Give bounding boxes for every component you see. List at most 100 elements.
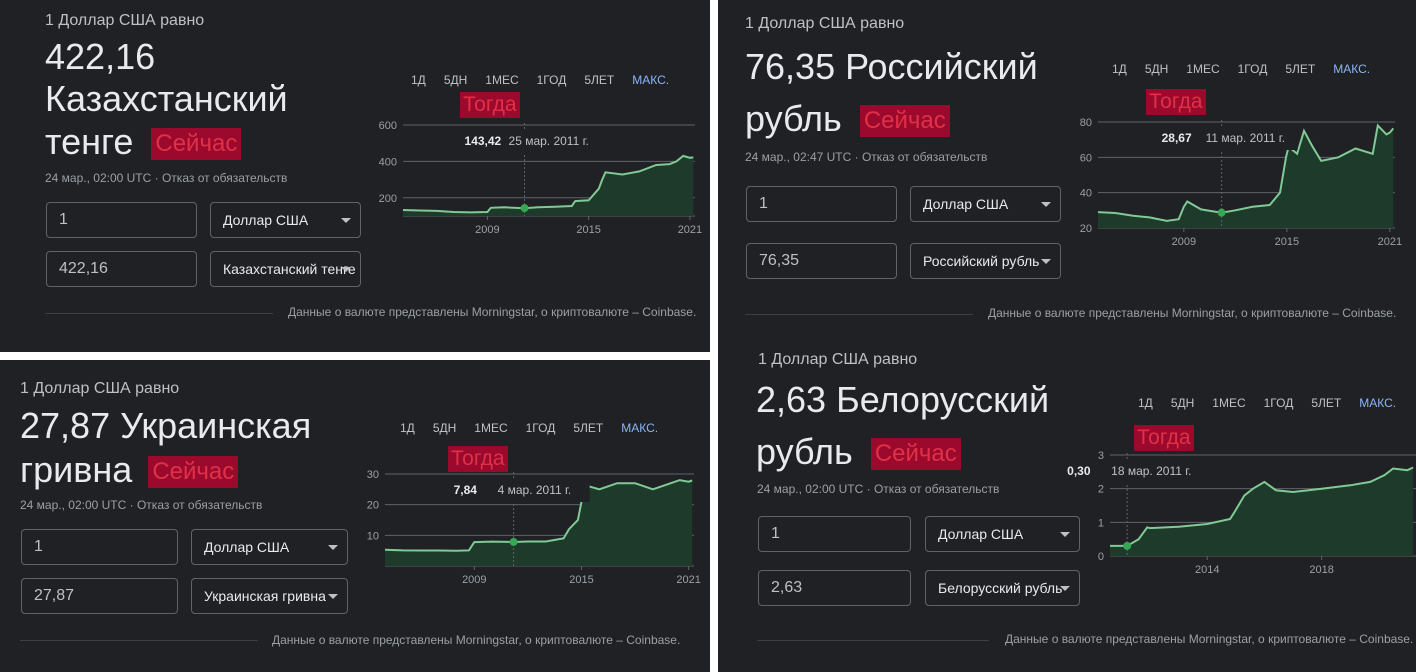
footer-divider	[20, 640, 258, 641]
chart-tooltip: 143,42 25 мар. 2011 г.	[452, 123, 601, 216]
equals-label: 1 Доллар США равно	[758, 351, 918, 368]
range-tabs: 1Д 5ДН 1МЕС 1ГОД 5ЛЕТ МАКС.	[391, 421, 667, 435]
currency-from-select[interactable]: Доллар США	[210, 202, 361, 238]
chevron-down-icon	[1060, 586, 1070, 591]
timestamp-disclaimer[interactable]: 24 мар., 02:00 UTC · Отказ от обязательс…	[20, 498, 263, 512]
tab-1d[interactable]: 1Д	[400, 421, 415, 435]
chevron-down-icon	[341, 218, 351, 223]
tab-5y[interactable]: 5ЛЕТ	[584, 73, 615, 87]
exchange-rate-chart[interactable]: 0 1 2 3 2014 2018 0,30 18 мар. 2011 г.	[718, 340, 1416, 672]
tab-5d[interactable]: 5ДН	[432, 421, 457, 435]
chevron-down-icon	[328, 545, 338, 550]
chart-area	[1110, 467, 1414, 556]
now-tag: Сейчас	[148, 456, 239, 489]
tab-5d[interactable]: 5ДН	[1170, 396, 1195, 410]
range-tabs: 1Д 5ДН 1МЕС 1ГОД 5ЛЕТ МАКС.	[1129, 396, 1405, 410]
rate-value: 27,87 Украинская	[20, 405, 312, 446]
chart-line	[384, 479, 693, 552]
exchange-rate-chart[interactable]: 200 400 600 2009 2015 2021 143,42 25 мар. 201…	[0, 0, 710, 352]
amount-to-input[interactable]: 422,16	[46, 251, 197, 287]
timestamp-disclaimer[interactable]: 24 мар., 02:47 UTC · Отказ от обязательс…	[745, 150, 988, 164]
amount-to-input[interactable]: 76,35	[746, 243, 897, 279]
currency-name-cont: рубль	[756, 431, 853, 472]
footer-divider	[757, 640, 989, 641]
currency-to-label: Белорусский рубль	[938, 580, 1063, 596]
x-tick-label: 2021	[676, 574, 700, 586]
then-tag: Тогда	[1146, 89, 1206, 115]
currency-from-select[interactable]: Доллар США	[910, 186, 1061, 222]
tab-1y[interactable]: 1ГОД	[1237, 62, 1268, 76]
tab-1d[interactable]: 1Д	[411, 73, 426, 87]
y-tick-label: 80	[1080, 117, 1092, 129]
currency-name-cont: гривна	[20, 449, 133, 490]
tab-max[interactable]: МАКС.	[1333, 62, 1371, 76]
currency-from-select[interactable]: Доллар США	[191, 529, 348, 565]
exchange-rate-chart[interactable]: 20 40 60 80 2009 2015 2021 28,67 11 мар. 2011 …	[718, 0, 1416, 340]
chart-line	[1097, 123, 1395, 222]
tab-1d[interactable]: 1Д	[1112, 62, 1127, 76]
chart-tooltip: 28,67 11 мар. 2011 г.	[1149, 120, 1298, 228]
amount-to-input[interactable]: 2,63	[758, 570, 911, 606]
footer-divider	[45, 313, 273, 314]
then-tag: Тогда	[448, 446, 508, 472]
tab-5y[interactable]: 5ЛЕТ	[573, 421, 604, 435]
tab-1d[interactable]: 1Д	[1138, 396, 1153, 410]
tab-5y[interactable]: 5ЛЕТ	[1311, 396, 1342, 410]
chevron-down-icon	[1041, 202, 1051, 207]
y-tick-label: 1	[1098, 517, 1104, 529]
tooltip-value: 0,30	[1067, 464, 1091, 478]
amount-from-input[interactable]: 1	[746, 186, 897, 222]
chevron-down-icon	[1060, 532, 1070, 537]
data-source-footer[interactable]: Данные о валюте представлены Morningstar…	[272, 633, 681, 647]
tab-1m[interactable]: 1МЕС	[1212, 396, 1246, 410]
tab-max[interactable]: МАКС.	[621, 421, 659, 435]
currency-to-select[interactable]: Украинская гривна	[191, 578, 348, 614]
x-tick-label: 2015	[569, 574, 593, 586]
amount-from-input[interactable]: 1	[21, 529, 178, 565]
currency-to-select[interactable]: Белорусский рубль	[925, 570, 1080, 606]
currency-name-cont: тенге	[45, 121, 134, 162]
y-tick-label: 0	[1098, 551, 1104, 563]
then-tag: Тогда	[1134, 425, 1194, 451]
tab-1m[interactable]: 1МЕС	[485, 73, 519, 87]
tab-5y[interactable]: 5ЛЕТ	[1285, 62, 1316, 76]
currency-from-select[interactable]: Доллар США	[925, 516, 1080, 552]
tab-max[interactable]: МАКС.	[632, 73, 670, 87]
timestamp-disclaimer[interactable]: 24 мар., 02:00 UTC · Отказ от обязательс…	[757, 482, 1000, 496]
data-source-footer[interactable]: Данные о валюте представлены Morningstar…	[1005, 632, 1414, 646]
x-tick-label: 2009	[462, 574, 486, 586]
currency-to-select[interactable]: Казахстанский тенге	[210, 251, 361, 287]
tooltip-date: 18 мар. 2011 г.	[1111, 464, 1191, 478]
tab-max[interactable]: МАКС.	[1359, 396, 1397, 410]
chart-tooltip: 7,84 4 мар. 2011 г.	[441, 472, 590, 566]
tab-1y[interactable]: 1ГОД	[1263, 396, 1294, 410]
tooltip-point	[1123, 541, 1132, 550]
tab-1m[interactable]: 1МЕС	[1186, 62, 1220, 76]
tab-1y[interactable]: 1ГОД	[525, 421, 556, 435]
data-source-footer[interactable]: Данные о валюте представлены Morningstar…	[988, 306, 1397, 320]
range-tabs: 1Д 5ДН 1МЕС 1ГОД 5ЛЕТ МАКС.	[1103, 62, 1379, 76]
amount-from-input[interactable]: 1	[46, 202, 197, 238]
tab-1y[interactable]: 1ГОД	[536, 73, 567, 87]
timestamp-disclaimer[interactable]: 24 мар., 02:00 UTC · Отказ от обязательс…	[45, 171, 288, 185]
amount-to-input[interactable]: 27,87	[21, 578, 178, 614]
y-tick-label: 20	[367, 500, 379, 512]
tooltip-date: 25 мар. 2011 г.	[509, 134, 589, 148]
tab-1m[interactable]: 1МЕС	[474, 421, 508, 435]
exchange-rate-chart[interactable]: 10 20 30 2009 2015 2021 7,84 4 мар. 2011 г.	[0, 360, 710, 672]
tooltip-date: 11 мар. 2011 г.	[1206, 131, 1285, 145]
tooltip-value: 7,84	[454, 483, 478, 497]
tooltip-point	[1217, 208, 1226, 217]
y-tick-label: 600	[379, 120, 397, 132]
tooltip-value: 28,67	[1162, 131, 1192, 145]
currency-to-select[interactable]: Российский рубль	[910, 243, 1061, 279]
tab-5d[interactable]: 5ДН	[1144, 62, 1169, 76]
converter-panel-byn: 1 Доллар США равно 2,63 Белорусский рубл…	[718, 340, 1416, 672]
chart-line	[1110, 466, 1414, 547]
amount-from-input[interactable]: 1	[758, 516, 911, 552]
y-tick-label: 3	[1098, 450, 1104, 462]
tab-5d[interactable]: 5ДН	[443, 73, 468, 87]
x-tick-label: 2014	[1195, 564, 1219, 576]
data-source-footer[interactable]: Данные о валюте представлены Morningstar…	[288, 305, 697, 319]
currency-name-line2: тенге Сейчас	[45, 120, 242, 163]
